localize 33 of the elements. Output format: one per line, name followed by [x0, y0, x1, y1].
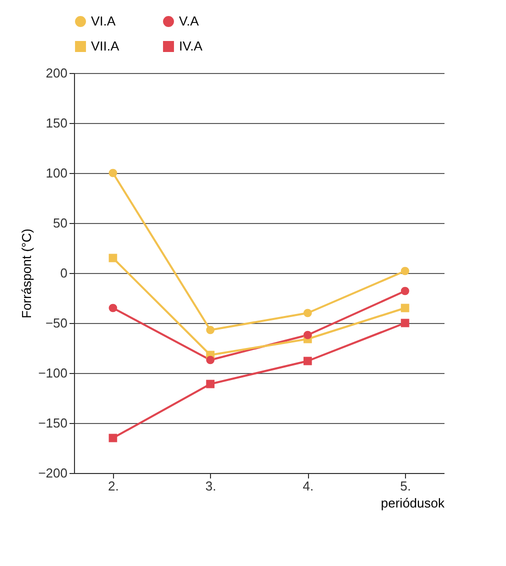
point [304, 356, 312, 366]
point [108, 254, 118, 262]
x-tick-label: 2. [108, 478, 119, 494]
x-tick-label: 4. [302, 478, 314, 494]
legend-label: IV.A [179, 38, 203, 54]
point [206, 326, 214, 334]
point [400, 304, 410, 312]
x-tick-label: 3. [205, 478, 216, 494]
legend-label: V.A [179, 14, 200, 29]
y-tick-label: −50 [45, 316, 68, 330]
point [206, 356, 214, 364]
x-tick-label: 5. [400, 478, 411, 494]
legend-label: VI.A [91, 14, 116, 29]
y-tick-label: 50 [53, 216, 68, 230]
point [108, 434, 118, 442]
point [400, 318, 410, 328]
y-tick-label: 200 [46, 66, 68, 80]
y-tick-label: 100 [46, 166, 68, 180]
x-axis-title: periódusok [380, 496, 445, 510]
point [400, 266, 410, 276]
y-tick-label: −150 [38, 416, 68, 430]
y-tick-label: −200 [38, 466, 68, 480]
point [400, 286, 410, 296]
y-tick-label: 0 [60, 266, 68, 280]
point [206, 380, 214, 388]
point [108, 168, 118, 178]
point [108, 304, 118, 312]
point [304, 308, 312, 318]
y-axis-title: Forráspont (°C) [19, 228, 34, 318]
legend-label: VII.A [91, 38, 120, 54]
y-tick-label: 150 [46, 116, 68, 130]
point [304, 330, 312, 340]
y-tick-label: −100 [38, 366, 68, 380]
